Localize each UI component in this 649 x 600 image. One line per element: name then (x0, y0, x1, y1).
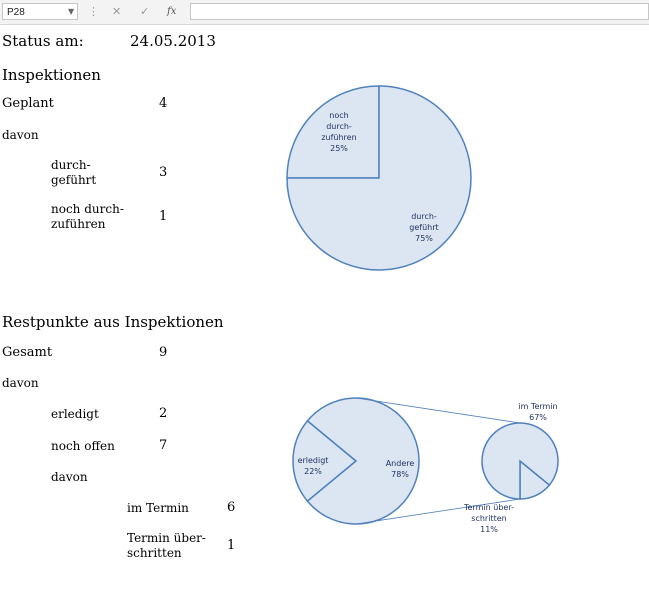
durchgefuehrt-value: 3 (159, 165, 168, 180)
pie2-slice-erledigt (292, 419, 358, 503)
gesamt-value: 9 (159, 345, 168, 360)
inspektionen-title: Inspektionen (2, 66, 101, 84)
enter-icon[interactable]: ✓ (140, 5, 150, 18)
pie2-slice-andere (306, 397, 420, 525)
name-box[interactable]: P28 (2, 3, 78, 20)
geplant-label: Geplant (2, 96, 54, 111)
cancel-icon[interactable]: ✕ (112, 5, 122, 18)
ueber-value: 1 (227, 538, 236, 553)
pie3-label-ueber: Termin über-schritten 11% (463, 503, 514, 534)
formula-bar: P28 ▼ ⋮ ✕ ✓ fx (0, 0, 649, 25)
offen-value: 7 (159, 438, 168, 453)
pie2-connector-bottom (355, 498, 521, 525)
offen-label: noch offen (51, 439, 115, 453)
chevron-down-icon[interactable]: ▼ (68, 7, 75, 16)
erledigt-label: erledigt (51, 407, 99, 421)
pie3-label-imtermin: im Termin 67% (518, 402, 557, 422)
pie1-label-durchgefuehrt: durch-geführt 75% (409, 212, 438, 243)
gesamt-label: Gesamt (2, 345, 53, 360)
pie3-slice-imtermin (481, 422, 559, 500)
pie3-slice-ueber (519, 459, 551, 500)
fx-icon[interactable]: fx (167, 6, 177, 17)
ueber-label: Termin über- schritten (127, 531, 206, 560)
restpunkte-title: Restpunkte aus Inspektionen (2, 313, 224, 331)
noch-value: 1 (159, 209, 168, 224)
durchgefuehrt-label: durch- geführt (51, 158, 97, 187)
pie2-label-erledigt: erledigt 22% (298, 456, 329, 476)
pie2-label-andere: Andere 78% (386, 459, 415, 479)
davon-label-3: davon (51, 470, 88, 484)
status-label: Status am: (2, 32, 84, 50)
pie2-connector-top (355, 397, 521, 424)
davon-label-2: davon (2, 376, 39, 390)
drag-handle-icon[interactable]: ⋮ (88, 5, 99, 18)
pie1-slice-noch (286, 85, 380, 179)
imtermin-label: im Termin (127, 501, 189, 515)
geplant-value: 4 (159, 96, 168, 111)
erledigt-value: 2 (159, 406, 168, 421)
davon-label: davon (2, 128, 39, 142)
imtermin-value: 6 (227, 500, 236, 515)
status-date: 24.05.2013 (130, 32, 216, 50)
formula-input[interactable] (190, 3, 649, 20)
pie1-label-noch: noch durch-zuführen 25% (321, 111, 356, 153)
noch-label: noch durch- zuführen (51, 202, 124, 231)
pie1-slice-durchgefuehrt (286, 85, 472, 271)
